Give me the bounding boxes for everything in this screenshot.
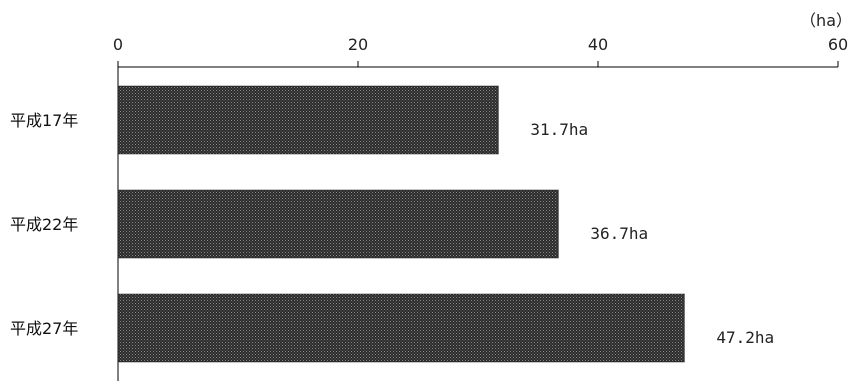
bar bbox=[117, 293, 685, 363]
data-label: 47.2ha bbox=[716, 328, 774, 347]
bar bbox=[117, 189, 559, 259]
x-axis-unit-label: （ha） bbox=[800, 11, 852, 30]
x-tick-label: 60 bbox=[828, 35, 848, 54]
data-label: 36.7ha bbox=[590, 224, 648, 243]
bars-group bbox=[117, 85, 685, 363]
category-label: 平成27年 bbox=[10, 319, 78, 338]
data-labels-group: 31.7ha 36.7ha 47.2ha bbox=[530, 120, 774, 347]
x-tick-label: 0 bbox=[113, 35, 123, 54]
data-label: 31.7ha bbox=[530, 120, 588, 139]
x-tick-label: 20 bbox=[348, 35, 368, 54]
category-label: 平成22年 bbox=[10, 215, 78, 234]
x-tick-label: 40 bbox=[588, 35, 608, 54]
bar bbox=[117, 85, 499, 155]
category-label: 平成17年 bbox=[10, 111, 78, 130]
